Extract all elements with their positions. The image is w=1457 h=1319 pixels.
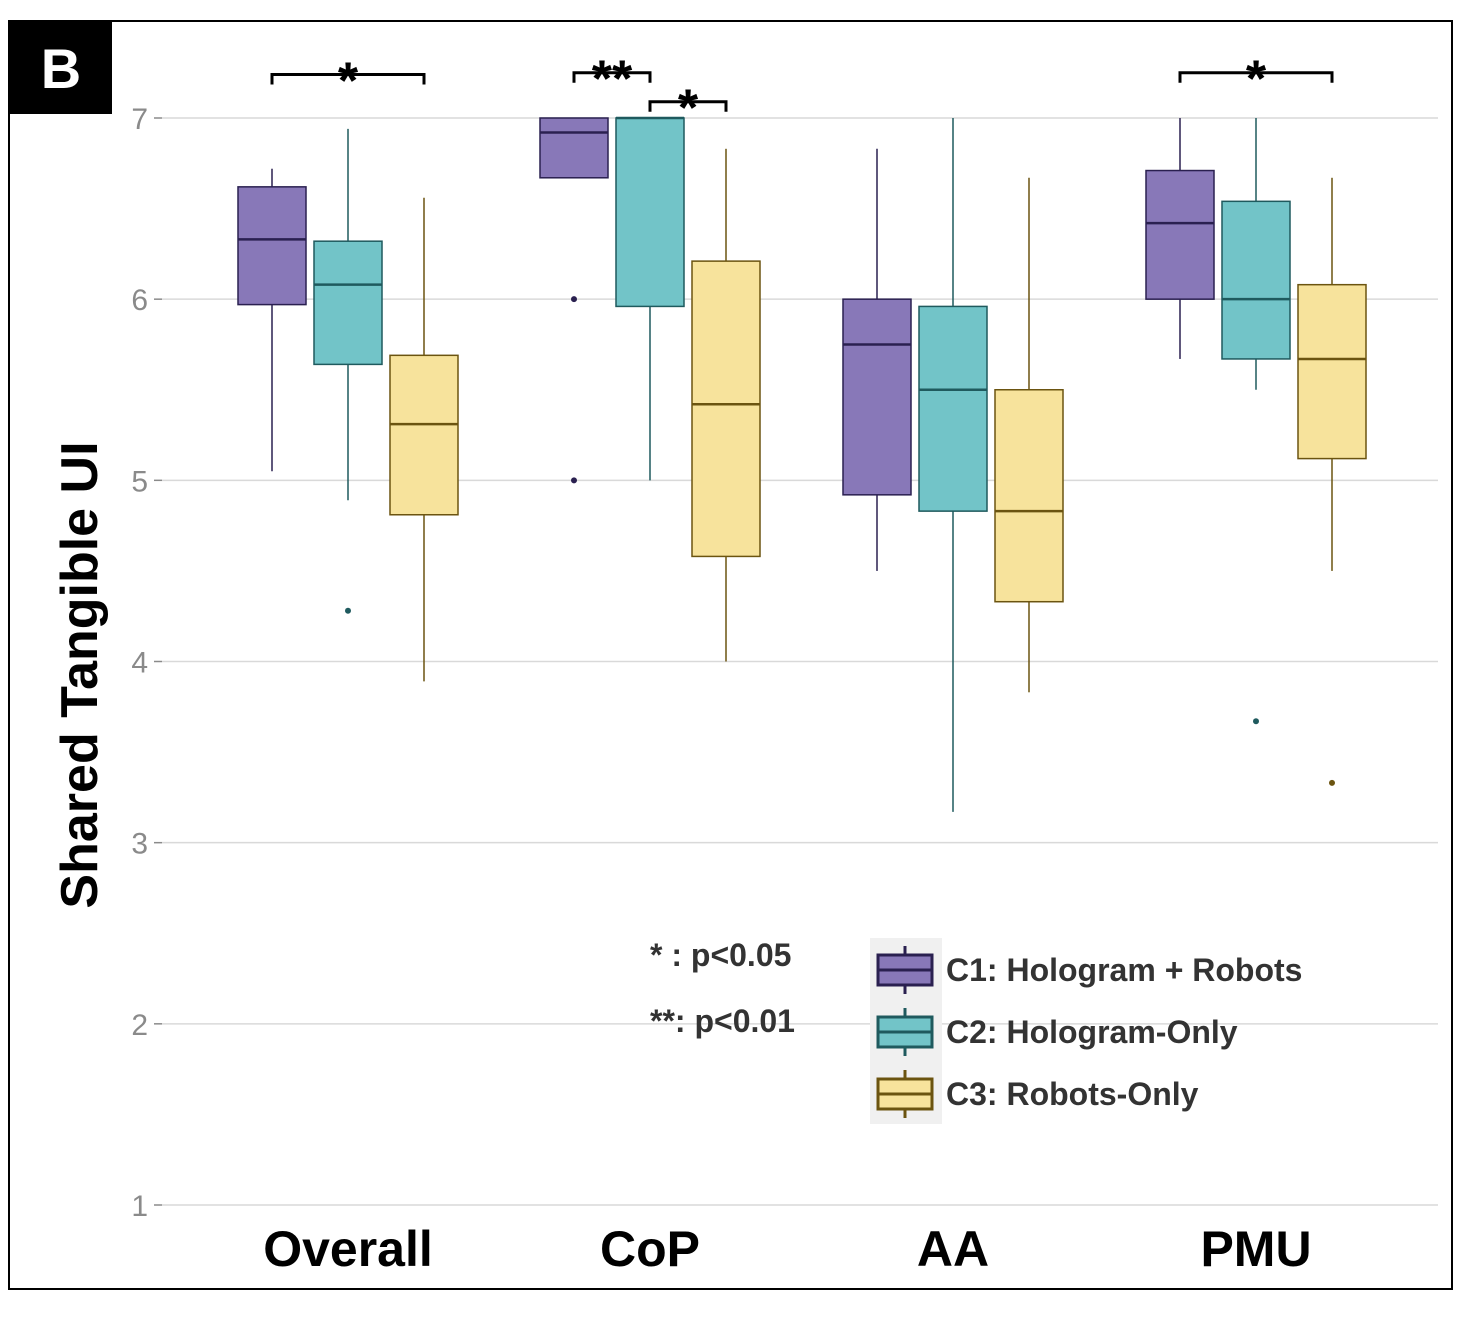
- box-aa-c3: [994, 177, 1064, 693]
- y-tick-label-2: 2: [131, 1009, 148, 1042]
- box-iqr: [842, 298, 912, 496]
- legend-item-c1: C1: Hologram + Robots: [876, 946, 1302, 994]
- outlier-point: [571, 477, 577, 484]
- x-category-label-cop: CoP: [600, 1221, 700, 1277]
- box-cop-c1: [539, 117, 609, 484]
- legend: C1: Hologram + Robots C2: Hologram-Only C3…: [650, 937, 1302, 1124]
- box-iqr: [539, 117, 609, 179]
- x-category-label-aa: AA: [917, 1221, 989, 1277]
- y-axis-label: Shared Tangible UI: [51, 441, 109, 908]
- box-iqr: [389, 354, 459, 516]
- box-pmu-c3: [1297, 177, 1367, 786]
- box-overall-c2: [313, 128, 383, 614]
- panel-label-box: [9, 21, 112, 114]
- significance-stars: *: [338, 53, 359, 111]
- bracket-line: [648, 100, 728, 112]
- outlier-point: [1329, 779, 1335, 786]
- box-layer: [237, 116, 1367, 812]
- legend-item-c2: C2: Hologram-Only: [876, 1008, 1238, 1056]
- box-iqr: [994, 389, 1064, 603]
- box-iqr: [237, 186, 307, 306]
- box-iqr: [1297, 283, 1367, 460]
- box-pmu-c1: [1145, 118, 1215, 359]
- significance-bracket-cop-1: **: [572, 51, 652, 109]
- plot-frame: [8, 20, 1453, 1290]
- y-tick-label-3: 3: [131, 828, 148, 861]
- outlier-point: [1253, 718, 1259, 725]
- box-cop-c3: [691, 148, 761, 662]
- box-aa-c2: [918, 118, 988, 812]
- box-iqr: [918, 305, 988, 512]
- y-tick-label-4: 4: [131, 647, 148, 680]
- p-value-note-1: * : p<0.05: [650, 937, 791, 973]
- box-iqr: [1221, 200, 1291, 360]
- bracket-line: [572, 71, 652, 83]
- significance-stars: **: [592, 51, 633, 109]
- box-overall-c3: [389, 197, 459, 682]
- box-cop-c2: [615, 116, 685, 481]
- box-overall-c1: [237, 168, 307, 472]
- box-iqr: [313, 240, 383, 366]
- p-value-note-2: **: p<0.01: [650, 1003, 795, 1039]
- outlier-point: [571, 296, 577, 303]
- y-tick-label-6: 6: [131, 284, 148, 317]
- box-aa-c1: [842, 148, 912, 571]
- box-iqr: [1145, 169, 1215, 300]
- box-iqr: [691, 260, 761, 558]
- bracket-line: [1178, 71, 1334, 83]
- box-pmu-c2: [1221, 118, 1291, 725]
- grid-layer: 1 2 3 4 5 6 7 Overall CoP AA PMU: [131, 103, 1438, 1277]
- significance-stars: *: [678, 80, 699, 138]
- significance-layer: * ** * *: [270, 51, 1334, 138]
- y-tick-label-1: 1: [131, 1190, 148, 1223]
- legend-label-c3: C3: Robots-Only: [946, 1076, 1199, 1112]
- legend-item-c3: C3: Robots-Only: [876, 1070, 1199, 1118]
- x-category-label-pmu: PMU: [1200, 1221, 1311, 1277]
- legend-label-c2: C2: Hologram-Only: [946, 1014, 1238, 1050]
- significance-stars: *: [1246, 51, 1267, 109]
- y-tick-label-5: 5: [131, 465, 148, 498]
- significance-bracket-pmu-3: *: [1178, 51, 1334, 109]
- significance-bracket-cop-2: *: [648, 80, 728, 138]
- x-category-label-overall: Overall: [263, 1221, 433, 1277]
- box-iqr: [615, 117, 685, 308]
- outlier-point: [345, 607, 351, 614]
- significance-bracket-overall-0: *: [270, 53, 426, 111]
- panel-label: B: [41, 37, 81, 100]
- legend-label-c1: C1: Hologram + Robots: [946, 952, 1302, 988]
- y-tick-label-7: 7: [131, 103, 148, 136]
- bracket-line: [270, 73, 426, 85]
